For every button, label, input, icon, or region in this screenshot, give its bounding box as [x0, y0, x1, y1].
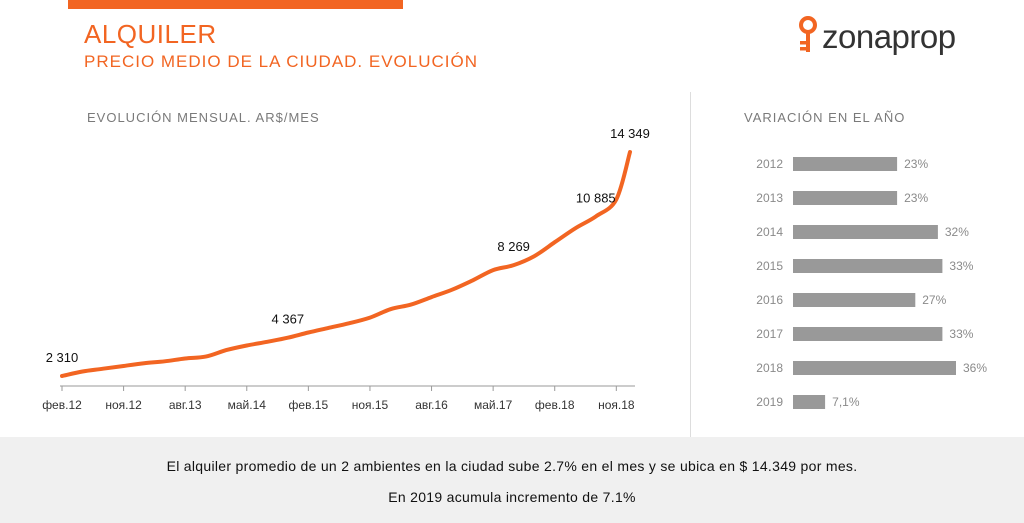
variation-bar: [793, 293, 916, 307]
bar-value-label: 33%: [949, 259, 973, 273]
page-subtitle: PRECIO MEDIO DE LA CIUDAD. EVOLUCIÓN: [84, 52, 479, 71]
variation-bar: [793, 259, 943, 273]
data-label: 10 885: [576, 190, 616, 205]
key-pin-icon: [799, 16, 817, 52]
x-tick-label: авг.16: [415, 398, 448, 412]
accent-bar: [68, 0, 403, 9]
x-tick-label: ноя.18: [598, 398, 635, 412]
bar-chart-title: VARIACIÓN EN EL AÑO: [744, 110, 906, 125]
x-tick-label: авг.13: [169, 398, 202, 412]
bar-category-label: 2018: [756, 361, 783, 375]
x-tick-label: ноя.12: [105, 398, 142, 412]
brand-logo: zonaprop: [796, 16, 996, 62]
variation-bar: [793, 361, 956, 375]
bar-value-label: 7,1%: [832, 395, 860, 409]
footer-summary: El alquiler promedio de un 2 ambientes e…: [166, 458, 858, 474]
bar-category-label: 2015: [756, 259, 783, 273]
variation-bar: [793, 191, 898, 205]
bar-category-label: 2012: [756, 157, 783, 171]
bar-category-label: 2016: [756, 293, 783, 307]
line-chart-title: EVOLUCIÓN MENSUAL. AR$/MES: [87, 110, 320, 125]
variation-bar: [793, 327, 943, 341]
variation-bar: [793, 157, 898, 171]
data-label: 2 310: [46, 350, 79, 365]
rent-price-line: [60, 150, 632, 378]
bar-value-label: 23%: [904, 191, 928, 205]
x-tick-label: май.14: [228, 398, 267, 412]
page-title: ALQUILER: [84, 19, 217, 49]
panel-divider: [690, 92, 691, 460]
data-label: 4 367: [272, 312, 305, 327]
footer-panel: El alquiler promedio de un 2 ambientes e…: [0, 437, 1024, 523]
x-tick-label: фев.15: [289, 398, 329, 412]
x-tick-label: май.17: [474, 398, 513, 412]
data-label: 8 269: [497, 239, 530, 254]
x-tick-label: фев.12: [42, 398, 82, 412]
bar-category-label: 2019: [756, 395, 783, 409]
line-chart: фев.12 ноя.12 авг.13 май.14 фев.15 ноя.15 авг.…: [42, 126, 650, 412]
bar-category-label: 2014: [756, 225, 783, 239]
bar-value-label: 23%: [904, 157, 928, 171]
bar-value-label: 27%: [922, 293, 946, 307]
bar-value-label: 32%: [945, 225, 969, 239]
bar-value-label: 33%: [949, 327, 973, 341]
bar-category-label: 2013: [756, 191, 783, 205]
footer-note: En 2019 acumula incremento de 7.1%: [388, 489, 636, 505]
x-tick-label: фев.18: [535, 398, 575, 412]
bar-chart: 2012 23% 2013 23% 2014 32% 2015 33% 2016 27% 2017 3…: [756, 157, 987, 409]
data-label: 14 349: [610, 126, 650, 141]
bar-category-label: 2017: [756, 327, 783, 341]
variation-bar: [793, 225, 938, 239]
x-tick-label: ноя.15: [352, 398, 389, 412]
variation-bar: [793, 395, 826, 409]
brand-name: zonaprop: [822, 18, 956, 55]
bar-value-label: 36%: [963, 361, 987, 375]
